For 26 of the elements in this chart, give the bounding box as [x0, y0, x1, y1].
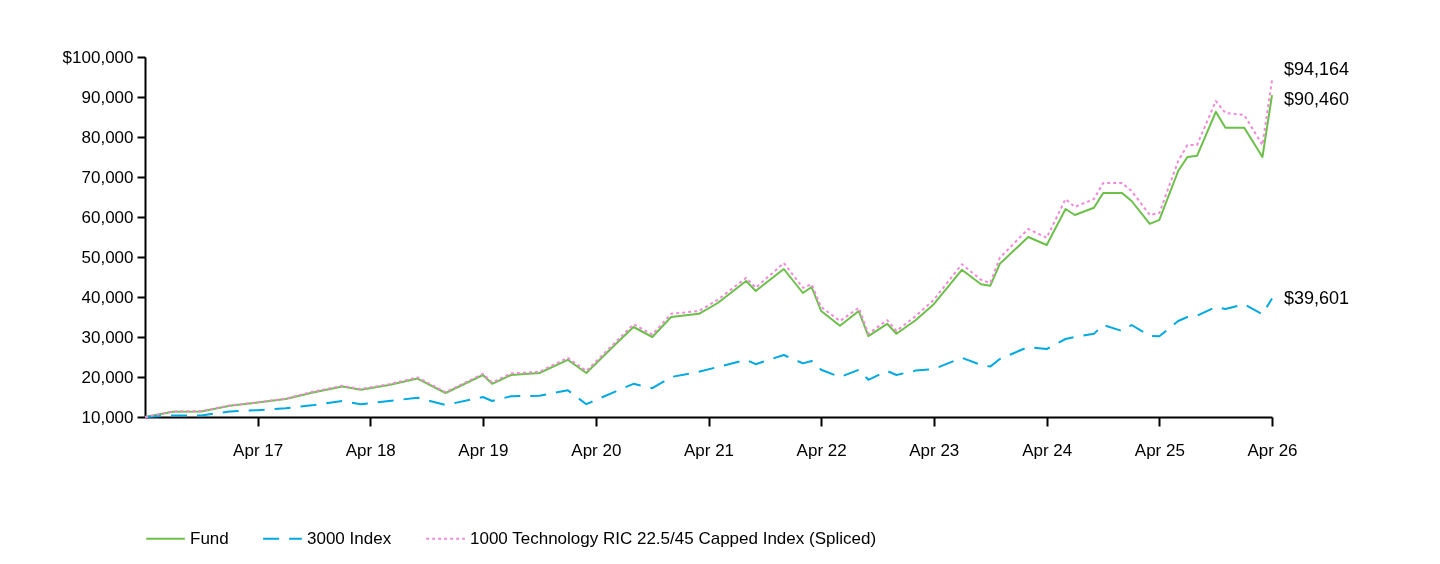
x-tick-label: Apr 17: [233, 440, 284, 460]
data-label: $94,164: [1284, 59, 1350, 80]
x-tick-label: Apr 24: [1022, 440, 1073, 460]
y-tick-label: 60,000: [81, 207, 134, 227]
x-tick-label: Apr 25: [1134, 440, 1185, 460]
y-tick-label: 70,000: [81, 167, 134, 187]
x-tick-label: Apr 26: [1247, 440, 1298, 460]
y-tick-label: 30,000: [81, 327, 134, 347]
x-tick-label: Apr 23: [909, 440, 960, 460]
y-tick-label: 40,000: [81, 287, 134, 307]
y-tick-label: 90,000: [81, 87, 134, 107]
y-tick-label: $100,000: [62, 47, 134, 67]
y-tick-label: 80,000: [81, 127, 134, 147]
y-tick-label: 10,000: [81, 407, 134, 427]
y-tick-label: 20,000: [81, 367, 134, 387]
x-tick-label: Apr 20: [571, 440, 622, 460]
legend-label: Fund: [190, 528, 229, 548]
x-tick-label: Apr 18: [345, 440, 396, 460]
x-tick-label: Apr 22: [796, 440, 847, 460]
y-tick-label: 50,000: [81, 247, 134, 267]
data-label: $90,460: [1284, 89, 1350, 110]
x-tick-label: Apr 21: [683, 440, 735, 460]
x-tick-label: Apr 19: [458, 440, 509, 460]
legend-label: 1000 Technology RIC 22.5/45 Capped Index (Spliced): [470, 528, 877, 548]
legend-label: 3000 Index: [307, 528, 392, 548]
data-label: $39,601: [1284, 287, 1350, 308]
